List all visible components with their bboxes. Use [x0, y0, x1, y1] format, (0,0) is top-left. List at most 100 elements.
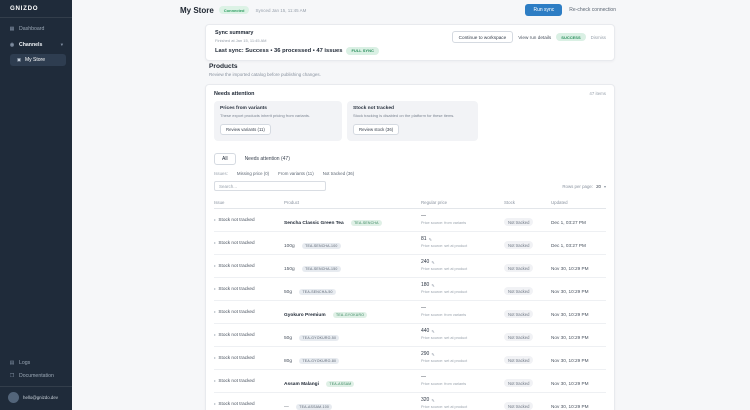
product-name: 50g	[284, 289, 293, 295]
sku-badge: TEA-GYOKURO-50	[299, 334, 340, 341]
price-value: 180	[421, 281, 430, 288]
chevron-down-icon[interactable]: ▾	[603, 183, 606, 189]
expand-caret-icon[interactable]: ▸	[214, 218, 216, 222]
updated-at: Nov 30, 10:29 PM	[551, 288, 589, 294]
expand-caret-icon[interactable]: ▸	[214, 356, 216, 360]
edit-price-icon[interactable]: ✎	[428, 236, 433, 242]
price-source: Price source: set at product	[421, 289, 468, 294]
edit-price-icon[interactable]: ✎	[431, 328, 435, 334]
price-source: Price source: set at product	[421, 243, 468, 248]
rows-per-page-value[interactable]: 20	[596, 183, 601, 189]
expand-caret-icon[interactable]: ▸	[214, 287, 216, 291]
tab-all[interactable]: All	[214, 152, 236, 165]
table-row[interactable]: ▸ Stock not tracked 100g TEA-SENCHA-100 …	[214, 231, 606, 255]
price-source: Price source: from variants	[421, 312, 467, 317]
edit-price-icon[interactable]: ✎	[431, 397, 435, 403]
attention-card-stock: Stock not tracked Stock tracking is disa…	[347, 101, 478, 141]
logs-icon: ▤	[9, 359, 15, 366]
attention-boxes: Prices from variants These export produc…	[214, 101, 606, 141]
continue-to-workspace-button[interactable]: Continue to workspace	[451, 31, 514, 43]
page-header: My Store Connected Synced Jan 15, 11:45 …	[180, 4, 616, 16]
attention-card-title: Stock not tracked	[353, 106, 395, 111]
recheck-connection-link[interactable]: Re-check connection	[569, 7, 616, 13]
expand-caret-icon[interactable]: ▸	[214, 379, 216, 383]
issue-label: Stock not tracked	[218, 286, 255, 291]
price-value: 320	[421, 396, 430, 403]
table-row[interactable]: ▸ Stock not tracked — TEA-ASSAM-100 320 …	[214, 392, 606, 410]
updated-at: Nov 30, 10:29 PM	[551, 403, 589, 409]
expand-caret-icon[interactable]: ▸	[214, 402, 216, 406]
sidebar-item-dashboard[interactable]: ▦ Dashboard	[0, 22, 72, 36]
products-table: Issue Product Regular price Stock Update…	[214, 197, 606, 410]
edit-price-icon[interactable]: ✎	[431, 282, 435, 288]
filters-label: Issues:	[214, 171, 228, 176]
expand-caret-icon[interactable]: ▸	[214, 333, 216, 337]
issue-filters: Issues: Missing price (0) From variants …	[214, 171, 606, 176]
table-toolbar: Rows per page: 20 ▾	[214, 181, 606, 191]
avatar	[8, 392, 19, 403]
products-table-body: ▸ Stock not tracked Sencha Classic Green…	[214, 208, 606, 410]
issue-label: Stock not tracked	[218, 217, 255, 222]
column-stock: Stock	[504, 197, 551, 209]
sku-badge: TEA-GYOKURO-80	[299, 357, 340, 364]
updated-at: Nov 30, 10:29 PM	[551, 311, 589, 317]
filter-from-variants[interactable]: From variants (11)	[278, 171, 314, 176]
product-name: Assam Malangi	[284, 381, 319, 387]
page-title: My Store	[180, 5, 214, 15]
tab-needs-attention[interactable]: Needs attention (47)	[244, 155, 290, 162]
needs-attention-header: Needs attention 47 items	[214, 91, 606, 97]
sync-card-actions: Continue to workspace View run details S…	[451, 31, 606, 43]
sidebar-nav: ▦ Dashboard ◉ Channels ▾ ▣ My Store	[0, 22, 72, 66]
sidebar-item-documentation[interactable]: ❐ Documentation	[0, 369, 72, 382]
user-account[interactable]: hello@gnizdo.dev	[0, 386, 72, 407]
attention-card-prices: Prices from variants These export produc…	[214, 101, 342, 141]
sidebar-item-channels[interactable]: ◉ Channels ▾	[0, 38, 72, 52]
sku-badge: TEA-SENCHA-150	[302, 265, 341, 272]
run-sync-button[interactable]: Run sync	[525, 4, 563, 16]
column-issue: Issue	[214, 197, 284, 209]
sku-badge: TEA-GYOKURO	[333, 311, 368, 318]
sidebar-item-logs[interactable]: ▤ Logs	[0, 356, 72, 369]
product-name: Sencha Classic Green Tea	[284, 220, 344, 226]
product-name: 100g	[284, 243, 295, 249]
search-input[interactable]	[214, 181, 326, 191]
review-variants-button[interactable]: Review variants (11)	[220, 123, 271, 135]
sidebar: GNIZDO ▦ Dashboard ◉ Channels ▾ ▣ My Sto…	[0, 0, 72, 410]
dismiss-link[interactable]: Dismiss	[590, 34, 606, 40]
product-name: 150g	[284, 266, 295, 272]
sidebar-item-my-store[interactable]: ▣ My Store	[10, 54, 66, 66]
price-value: —	[421, 212, 426, 219]
price-value: —	[421, 304, 426, 311]
table-row[interactable]: ▸ Stock not tracked Assam Malangi TEA-AS…	[214, 369, 606, 393]
attention-card-desc: Stock tracking is disabled on the platfo…	[353, 112, 455, 118]
stock-status: Not tracked	[504, 310, 534, 318]
review-stock-button[interactable]: Review stock (36)	[353, 123, 400, 135]
filter-not-tracked[interactable]: Not tracked (36)	[322, 171, 355, 176]
table-row[interactable]: ▸ Stock not tracked 80g TEA-GYOKURO-80 2…	[214, 346, 606, 370]
documentation-icon: ❐	[9, 372, 15, 379]
table-row[interactable]: ▸ Stock not tracked Sencha Classic Green…	[214, 208, 606, 232]
issue-label: Stock not tracked	[218, 401, 255, 406]
success-badge: SUCCESS	[556, 33, 586, 41]
filter-missing-price[interactable]: Missing price (0)	[236, 171, 270, 176]
attention-card-desc: These export products inherit pricing fr…	[220, 112, 311, 118]
sidebar-item-label: Channels	[19, 42, 43, 48]
expand-caret-icon[interactable]: ▸	[214, 264, 216, 268]
issue-label: Stock not tracked	[218, 378, 255, 383]
table-row[interactable]: ▸ Stock not tracked 50g TEA-GYOKURO-50 4…	[214, 323, 606, 347]
products-section-header: Products Review the imported catalog bef…	[209, 63, 321, 77]
issue-label: Stock not tracked	[218, 355, 255, 360]
product-name: —	[284, 404, 289, 410]
view-run-details-link[interactable]: View run details	[518, 34, 552, 40]
table-row[interactable]: ▸ Stock not tracked 150g TEA-SENCHA-150 …	[214, 254, 606, 278]
sku-badge: TEA-SENCHA	[351, 219, 382, 226]
table-row[interactable]: ▸ Stock not tracked Gyokuro Premium TEA-…	[214, 300, 606, 324]
edit-price-icon[interactable]: ✎	[431, 259, 435, 265]
edit-price-icon[interactable]: ✎	[431, 351, 435, 357]
expand-caret-icon[interactable]: ▸	[214, 310, 216, 314]
table-row[interactable]: ▸ Stock not tracked 50g TEA-SENCHA-50 18…	[214, 277, 606, 301]
expand-caret-icon[interactable]: ▸	[214, 241, 216, 245]
price-source: Price source: from variants	[421, 220, 467, 225]
dashboard-icon: ▦	[9, 26, 15, 32]
channels-icon: ◉	[9, 42, 15, 48]
